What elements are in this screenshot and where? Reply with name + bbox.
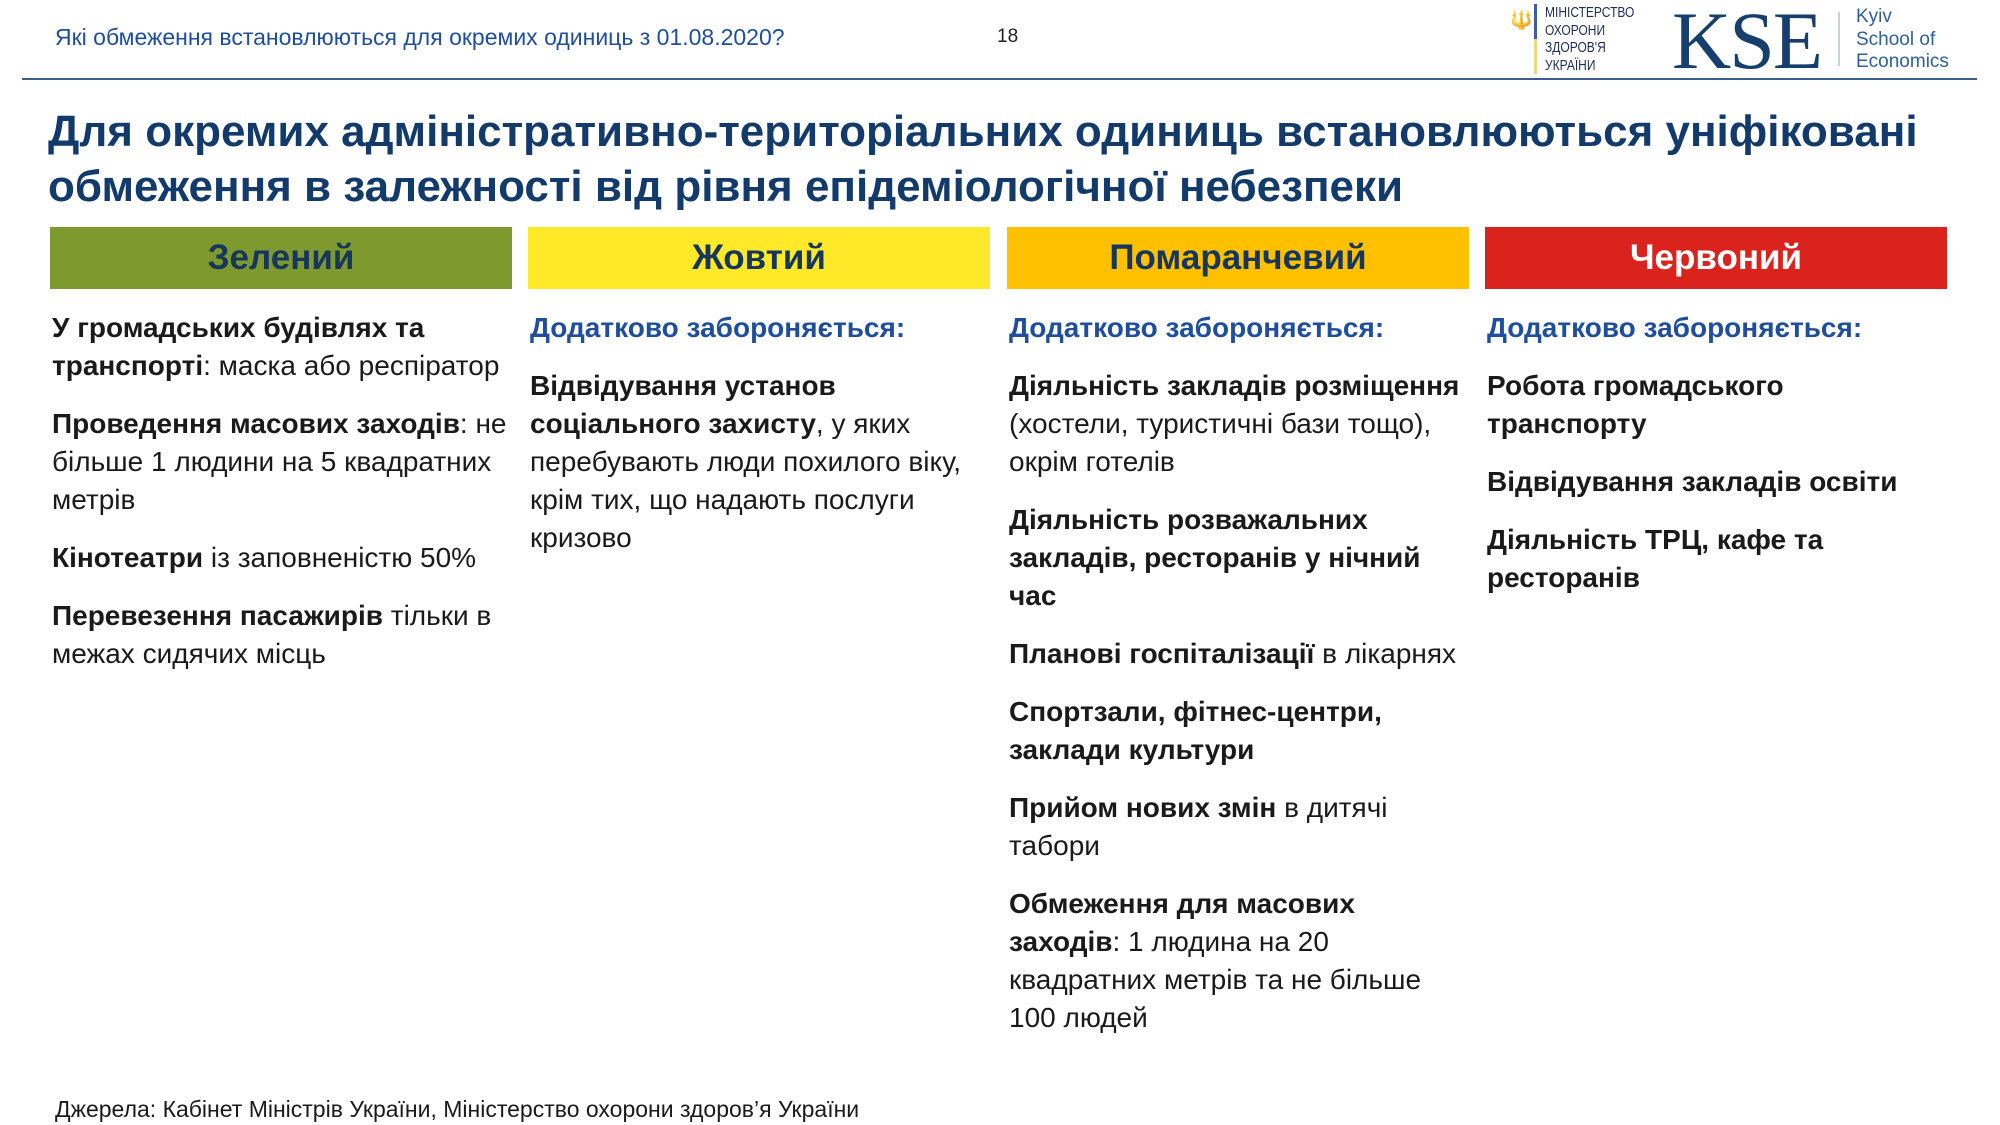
restriction-bold-text: Перевезення пасажирів [52,600,383,631]
level-column-green: Зелений У громадських будівлях та транспо… [50,227,512,693]
additional-prohibitions-label: Додатково забороняється: [1487,312,1863,343]
restriction-bold-text: Спортзали, фітнес-центри, заклади культу… [1009,696,1382,765]
restriction-bold-text: Робота громадського транспорту [1487,370,1784,439]
restriction-bold-text: Діяльність ТРЦ, кафе та ресторанів [1487,524,1824,593]
level-header-orange: Помаранчевий [1007,227,1469,289]
restriction-item: Відвідування установ соціального захисту… [530,367,988,557]
level-header-red: Червоний [1485,227,1947,289]
sources-footer: Джерела: Кабінет Міністрів України, Міні… [55,1096,860,1122]
restriction-text: в лікарнях [1314,638,1457,669]
restriction-text: : не більше 1 людини на 5 квадратних мет… [52,408,507,515]
restriction-text: : маска або респіратор [203,350,500,381]
slide-question: Які обмеження встановлюються для окремих… [55,24,785,50]
kse-subtitle-line: School of [1856,28,1936,50]
kse-subtitle: Kyiv School of Economics [1856,6,1949,74]
restriction-item: Планові госпіталізації в лікарнях [1009,635,1467,673]
kse-logo-divider [1838,12,1840,66]
ministry-logo-line: УКРАЇНИ [1545,56,1596,74]
restriction-item: Робота громадського транспорту [1487,367,1945,443]
restriction-bold-text: Планові госпіталізації [1009,638,1315,669]
restriction-item: Обмеження для масових заходів: 1 людина … [1009,885,1467,1037]
additional-prohibitions-label: Додатково забороняється: [1009,312,1385,343]
restriction-text: , у яких перебувають люди похилого віку,… [530,408,962,553]
ministry-of-health-logo: 🔱 МІНІСТЕРСТВО ОХОРОНИ ЗДОРОВ'Я УКРАЇНИ [1510,4,1657,74]
ministry-logo-line: МІНІСТЕРСТВО [1545,4,1635,21]
restriction-item: Прийом нових змін в дитячі табори [1009,789,1467,865]
level-restrictions: У громадських будівлях та транспорті: ма… [50,309,512,673]
level-column-red: Червоний Додатково забороняється: Робота г… [1485,227,1947,617]
restriction-text: в дитячі табори [1009,792,1388,861]
logo-divider [1534,4,1537,74]
restriction-item: Проведення масових заходів: не більше 1 … [52,405,510,519]
restriction-bold-text: Відвідування закладів освіти [1487,466,1898,497]
ministry-logo-line: ОХОРОНИ [1545,21,1606,39]
additional-prohibitions-label: Додатково забороняється: [530,312,906,343]
level-column-orange: Помаранчевий Додатково забороняється: Діял… [1007,227,1469,1057]
level-restrictions: Додатково забороняється: Робота громадськ… [1485,309,1947,597]
restriction-bold-text: Проведення масових заходів [52,408,460,439]
restriction-bold-text: У громадських будівлях та транспорті [52,312,425,381]
restriction-item: Кінотеатри із заповненістю 50% [52,539,510,577]
restriction-text: : 1 людина на 20 квадратних метрів та не… [1009,926,1422,1033]
page-number: 18 [997,26,1019,47]
trident-icon: 🔱 [1510,10,1533,30]
level-restrictions: Додатково забороняється: Відвідування уст… [528,309,990,557]
restriction-bold-text: Діяльність закладів розміщення [1009,370,1460,401]
restriction-bold-text: Відвідування установ соціального захисту [530,370,836,439]
restriction-item: Перевезення пасажирів тільки в межах сид… [52,597,510,673]
ministry-logo-line: ЗДОРОВ'Я [1545,39,1606,56]
level-column-yellow: Жовтий Додатково забороняється: Відвідуван… [528,227,990,577]
header-divider [22,78,1977,80]
level-restrictions: Додатково забороняється: Діяльність закла… [1007,309,1469,1037]
level-header-yellow: Жовтий [528,227,990,289]
restriction-item: Спортзали, фітнес-центри, заклади культу… [1009,693,1467,769]
restriction-item: У громадських будівлях та транспорті: ма… [52,309,510,385]
restriction-text: тільки в межах сидячих місць [52,600,492,669]
restriction-text: (хостели, туристичні бази тощо), окрім г… [1009,408,1432,477]
restriction-bold-text: Обмеження для масових заходів [1009,888,1355,957]
restriction-item: Діяльність розважальних закладів, рестор… [1009,501,1467,615]
kse-logo: KSE [1672,0,1823,86]
restriction-item: Діяльність закладів розміщення (хостели,… [1009,367,1467,481]
restriction-item: Відвідування закладів освіти [1487,463,1945,501]
kse-subtitle-line: Economics [1856,51,1949,72]
level-header-green: Зелений [50,227,512,289]
restriction-bold-text: Діяльність розважальних закладів, рестор… [1009,504,1421,611]
restriction-text: із заповненістю 50% [203,542,477,573]
slide-title: Для окремих адміністративно-територіальн… [48,107,1918,211]
restriction-item: Діяльність ТРЦ, кафе та ресторанів [1487,521,1945,597]
restriction-bold-text: Прийом нових змін [1009,792,1277,823]
restriction-bold-text: Кінотеатри [52,542,204,573]
kse-subtitle-line: Kyiv [1856,6,1892,27]
